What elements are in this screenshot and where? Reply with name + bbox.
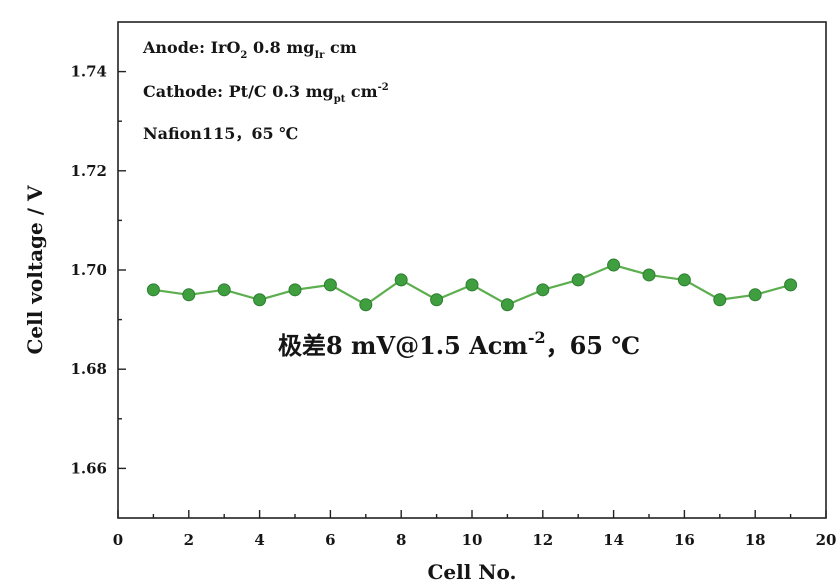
y-tick-label: 1.72 [70, 162, 107, 180]
data-point [607, 258, 621, 272]
annotation-text-part: -2 [528, 328, 546, 347]
data-point [465, 278, 479, 292]
annotation-text-part: Ir [314, 50, 325, 61]
annotation-text-part: pt [334, 94, 346, 105]
annotation-text-part: 极差8 mV@1.5 Acm [278, 331, 528, 360]
annotation-membrane: Nafion115，65 ℃ [143, 124, 298, 143]
data-point [677, 273, 691, 287]
data-series [146, 258, 798, 312]
x-axis-label: Cell No. [427, 560, 516, 584]
annotation-anode: Anode: IrO2 0.8 mgIr cm [142, 38, 357, 61]
tick-labels: 0 2 4 6 8 10 12 14 16 18 20 1.66 1.68 1.70 1.72 1.74 [70, 63, 836, 549]
annotation-voltage-range: 极差8 mV@1.5 Acm-2，65 ℃ [278, 328, 640, 360]
x-tick-label: 6 [325, 531, 335, 549]
data-point [253, 293, 267, 307]
annotation-text-part: Cathode: Pt/C 0.3 mg [143, 82, 334, 101]
data-point [217, 283, 231, 297]
x-tick-label: 14 [603, 531, 624, 549]
data-point [323, 278, 337, 292]
annotation-text-part: 0.8 mg [247, 38, 314, 57]
y-tick-label: 1.70 [70, 261, 107, 279]
x-tick-label: 0 [113, 531, 123, 549]
y-tick-label: 1.74 [70, 63, 107, 81]
y-axis-label: Cell voltage / V [23, 185, 47, 354]
x-tick-label: 2 [184, 531, 194, 549]
data-point [784, 278, 798, 292]
data-point [536, 283, 550, 297]
data-point [500, 298, 514, 312]
annotation-text-part: cm [324, 38, 356, 57]
data-point [748, 288, 762, 302]
x-tick-label: 4 [254, 531, 264, 549]
y-tick-label: 1.66 [70, 459, 107, 477]
x-tick-label: 20 [816, 531, 837, 549]
data-point [146, 283, 160, 297]
data-point [394, 273, 408, 287]
data-point [182, 288, 196, 302]
annotation-cathode: Cathode: Pt/C 0.3 mgpt cm-2 [143, 82, 389, 105]
x-tick-label: 8 [396, 531, 406, 549]
data-point [359, 298, 373, 312]
x-tick-label: 10 [462, 531, 483, 549]
x-tick-label: 12 [532, 531, 553, 549]
data-point [571, 273, 585, 287]
annotation-text-part: 2 [240, 50, 247, 61]
plot-frame [117, 21, 827, 519]
data-point [430, 293, 444, 307]
data-point [642, 268, 656, 282]
x-tick-label: 16 [674, 531, 695, 549]
data-point [713, 293, 727, 307]
annotation-text-part: Anode: IrO [142, 38, 240, 57]
data-point [288, 283, 302, 297]
y-tick-label: 1.68 [70, 360, 107, 378]
annotation-text-part: ，65 ℃ [546, 331, 641, 360]
x-tick-label: 18 [745, 531, 766, 549]
annotation-text-part: Nafion115，65 ℃ [143, 124, 298, 143]
annotation-text-part: -2 [378, 82, 389, 93]
annotation-text-part: cm [345, 82, 377, 101]
